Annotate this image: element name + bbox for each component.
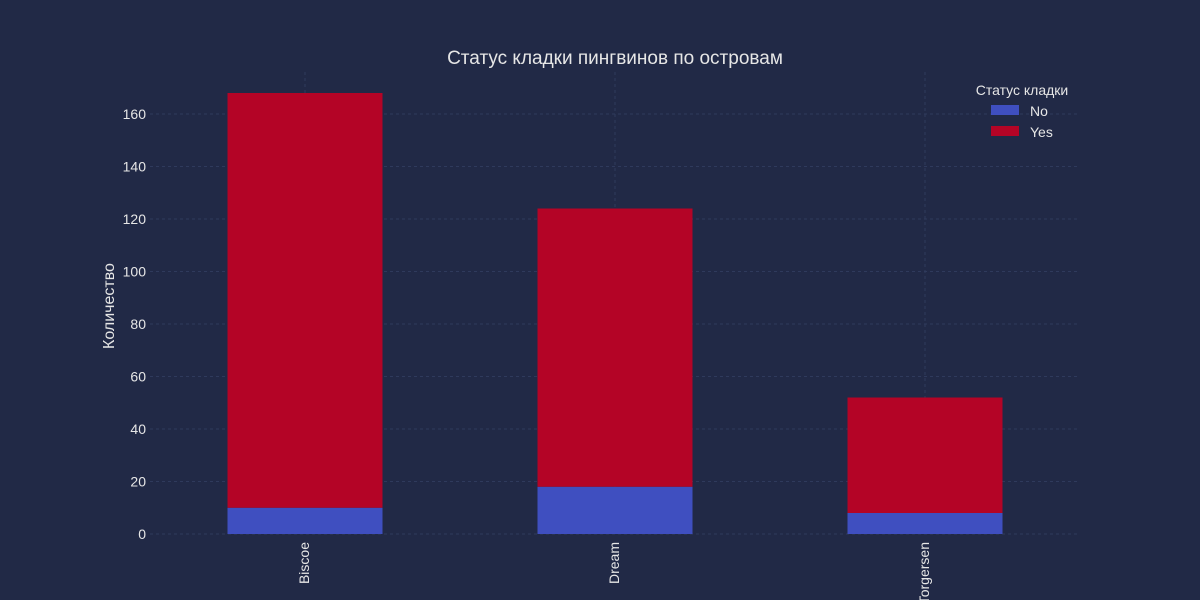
legend: Статус кладки No Yes: [976, 82, 1069, 140]
legend-item-no[interactable]: No: [991, 103, 1048, 119]
legend-swatch: [991, 126, 1019, 136]
legend-title: Статус кладки: [976, 82, 1069, 98]
legend-label: No: [1030, 103, 1048, 119]
ticks-layer: 0 20 40 60 80 100 120 140 160 Biscoe Dream Torgerse…: [123, 106, 932, 600]
bar-no-torgersen: [847, 513, 1003, 534]
chart-title: Статус кладки пингвинов по островам: [447, 48, 783, 69]
bars-layer: [227, 93, 1003, 534]
legend-items: No Yes: [991, 103, 1053, 140]
bar-yes-dream: [537, 208, 693, 487]
legend-item-yes[interactable]: Yes: [991, 124, 1053, 140]
bar-no-biscoe: [227, 507, 383, 534]
bar-no-dream: [537, 486, 693, 534]
y-tick-label: 100: [123, 264, 147, 280]
x-tick-label: Dream: [606, 542, 622, 584]
x-tick-label: Torgersen: [916, 542, 932, 600]
y-axis-label: Количество: [101, 263, 118, 349]
y-tick-label: 0: [138, 526, 146, 542]
legend-swatch: [991, 105, 1019, 115]
y-tick-label: 160: [123, 106, 147, 122]
x-tick-label: Biscoe: [296, 542, 312, 584]
y-tick-label: 40: [130, 421, 146, 437]
bar-yes-torgersen: [847, 397, 1003, 513]
legend-label: Yes: [1030, 124, 1053, 140]
y-tick-label: 120: [123, 211, 147, 227]
y-tick-label: 60: [130, 369, 146, 385]
bar-yes-biscoe: [227, 93, 383, 508]
y-tick-label: 20: [130, 474, 146, 490]
y-tick-label: 80: [130, 316, 146, 332]
y-tick-label: 140: [123, 159, 147, 175]
